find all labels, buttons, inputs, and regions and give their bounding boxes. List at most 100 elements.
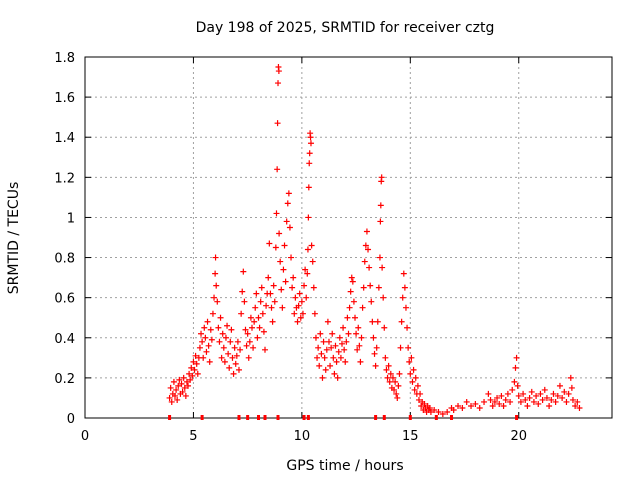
data-point (199, 338, 206, 345)
data-point (302, 266, 309, 273)
data-point (346, 304, 353, 311)
data-point (368, 298, 375, 305)
data-point (307, 134, 314, 141)
data-point (168, 398, 175, 405)
data-point (324, 318, 331, 325)
data-point (375, 284, 382, 291)
data-point (183, 378, 190, 385)
data-point (341, 346, 348, 353)
data-point (512, 364, 519, 371)
data-point (192, 352, 199, 359)
data-point (176, 376, 183, 383)
data-point (219, 330, 226, 337)
data-point (568, 384, 575, 391)
data-point (321, 354, 328, 361)
data-point (395, 382, 402, 389)
x-tick-label: 10 (294, 429, 311, 444)
data-point (377, 202, 384, 209)
data-point (241, 298, 248, 305)
data-point (415, 396, 422, 403)
gap-marker (200, 415, 204, 420)
data-point (349, 278, 356, 285)
data-point (377, 218, 384, 225)
data-point (537, 390, 544, 397)
data-point (232, 360, 239, 367)
data-point (381, 324, 388, 331)
data-point (373, 344, 380, 351)
data-point (166, 394, 173, 401)
data-point (170, 378, 177, 385)
data-point (256, 324, 263, 331)
data-point (274, 166, 281, 173)
data-point (450, 406, 457, 413)
data-point (258, 284, 265, 291)
data-point (228, 326, 235, 333)
data-point (498, 392, 505, 399)
data-point (233, 352, 240, 359)
data-point (290, 274, 297, 281)
data-point (175, 382, 182, 389)
data-point (459, 404, 466, 411)
data-point (360, 284, 367, 291)
data-point (299, 310, 306, 317)
data-point (277, 258, 284, 265)
gap-marker (263, 415, 267, 420)
data-point (354, 346, 361, 353)
data-point (190, 358, 197, 365)
data-point (382, 354, 389, 361)
gap-marker (168, 415, 172, 420)
data-point (546, 402, 553, 409)
data-point (367, 282, 374, 289)
data-point (212, 270, 219, 277)
data-point (291, 310, 298, 317)
gap-marker (374, 415, 378, 420)
data-point (340, 324, 347, 331)
data-point (383, 366, 390, 373)
data-point (294, 318, 301, 325)
data-point (310, 284, 317, 291)
data-point (444, 408, 451, 415)
data-point (307, 140, 314, 147)
data-point (489, 402, 496, 409)
data-point (427, 408, 434, 415)
data-point (254, 334, 261, 341)
data-point (414, 382, 421, 389)
data-point (550, 390, 557, 397)
data-point (253, 290, 260, 297)
data-point (344, 314, 351, 321)
data-point (334, 374, 341, 381)
y-tick-label: 1.2 (54, 171, 75, 186)
data-point (280, 266, 287, 273)
y-tick-label: 0.8 (54, 252, 75, 267)
data-point (181, 384, 188, 391)
x-tick-label: 0 (81, 429, 89, 444)
data-point (167, 384, 174, 391)
data-point (311, 310, 318, 317)
data-point (507, 398, 514, 405)
data-point (345, 330, 352, 337)
data-point (502, 396, 509, 403)
data-point (515, 392, 522, 399)
data-point (234, 338, 241, 345)
data-point (370, 334, 377, 341)
gap-marker (237, 415, 241, 420)
gap-marker (246, 415, 250, 420)
data-point (305, 184, 312, 191)
data-point (476, 404, 483, 411)
data-point (496, 400, 503, 407)
data-point (178, 380, 185, 387)
x-axis: 0 5 10 15 20 (81, 57, 527, 444)
data-point (205, 342, 212, 349)
gap-marker (302, 415, 306, 420)
data-point (274, 120, 281, 127)
data-point (524, 402, 531, 409)
data-point (298, 298, 305, 305)
data-point (257, 298, 264, 305)
data-point (468, 402, 475, 409)
data-point (275, 68, 282, 75)
data-point (406, 358, 413, 365)
data-point (548, 396, 555, 403)
data-point (541, 386, 548, 393)
data-point (494, 394, 501, 401)
data-point (511, 378, 518, 385)
